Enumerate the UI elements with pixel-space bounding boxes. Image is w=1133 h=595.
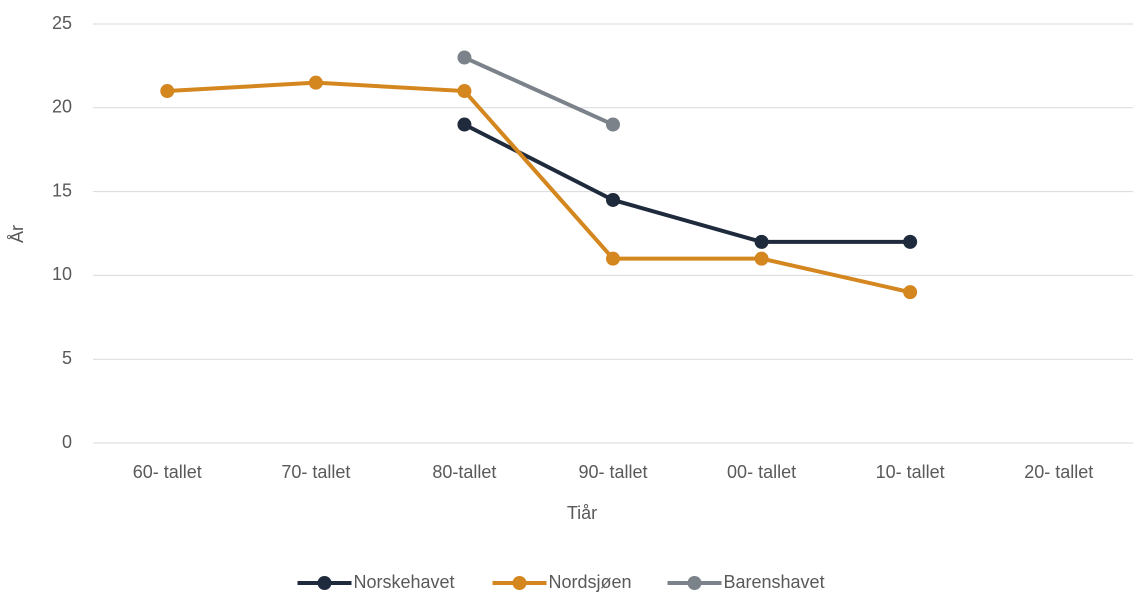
series-line	[463, 55, 614, 127]
point	[457, 117, 472, 132]
point	[903, 285, 918, 300]
point	[308, 75, 323, 90]
y-tick-label: 0	[62, 432, 72, 452]
series-line	[167, 80, 911, 295]
point	[754, 234, 769, 249]
y-tick-label: 20	[52, 97, 72, 117]
y-tick-label: 15	[52, 180, 72, 200]
series-line	[463, 122, 911, 244]
point	[457, 84, 472, 99]
x-tick-label: 90- tallet	[578, 462, 647, 482]
point	[457, 50, 472, 65]
legend-swatch-marker	[687, 576, 702, 590]
x-tick-label: 70- tallet	[281, 462, 350, 482]
y-axis-label: År	[7, 225, 27, 243]
legend-label: Barenshavet	[724, 572, 825, 592]
legend-label: Nordsjøen	[549, 572, 632, 592]
x-tick-label: 20- tallet	[1024, 462, 1093, 482]
legend-swatch-marker	[317, 576, 332, 590]
point	[606, 251, 620, 266]
x-tick-label: 10- tallet	[876, 462, 945, 482]
x-tick-label: 60- tallet	[133, 462, 202, 482]
point	[606, 192, 620, 207]
point	[160, 84, 175, 99]
point	[606, 117, 620, 132]
y-tick-label: 25	[52, 13, 72, 33]
point	[754, 251, 769, 266]
y-tick-label: 10	[52, 264, 72, 284]
x-axis-label: Tiår	[567, 503, 597, 523]
point	[903, 234, 918, 249]
y-tick-label: 5	[62, 348, 72, 368]
x-tick-label: 00- tallet	[727, 462, 796, 482]
legend-swatch-marker	[512, 576, 527, 590]
x-tick-label: 80-tallet	[432, 462, 496, 482]
legend-label: Norskehavet	[354, 572, 455, 592]
